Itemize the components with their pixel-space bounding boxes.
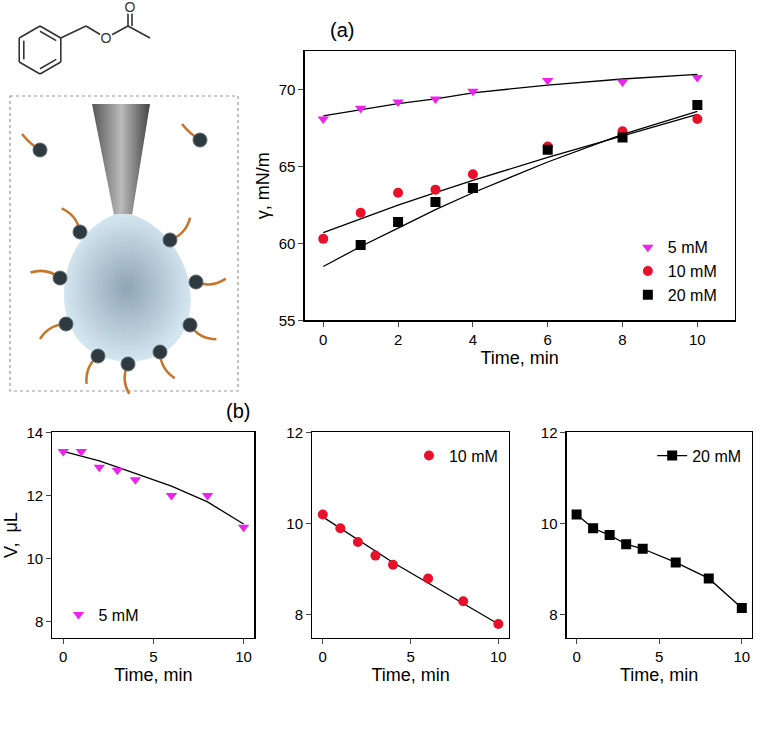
svg-text:0: 0 [572, 648, 580, 665]
svg-text:8: 8 [295, 606, 303, 623]
svg-text:10: 10 [235, 648, 252, 665]
svg-text:γ, mN/m: γ, mN/m [253, 152, 273, 219]
svg-text:10 mM: 10 mM [449, 448, 498, 465]
svg-text:60: 60 [279, 235, 296, 252]
svg-text:(b): (b) [226, 400, 250, 422]
svg-text:20 mM: 20 mM [668, 287, 717, 304]
svg-text:10 mM: 10 mM [668, 263, 717, 280]
svg-text:5 mM: 5 mM [668, 239, 708, 256]
svg-text:10: 10 [286, 515, 303, 532]
svg-text:10: 10 [733, 648, 750, 665]
svg-text:5: 5 [406, 648, 414, 665]
svg-text:12: 12 [27, 487, 44, 504]
svg-text:Time, min: Time, min [114, 665, 192, 685]
svg-text:0: 0 [319, 331, 327, 348]
svg-text:0: 0 [319, 648, 327, 665]
svg-text:4: 4 [469, 331, 477, 348]
svg-text:V, μL: V, μL [1, 512, 21, 558]
svg-text:10: 10 [490, 648, 507, 665]
svg-text:70: 70 [279, 81, 296, 98]
svg-text:Time, min: Time, min [480, 348, 558, 368]
svg-text:12: 12 [286, 424, 303, 441]
svg-text:65: 65 [279, 158, 296, 175]
svg-text:5: 5 [655, 648, 663, 665]
svg-text:10: 10 [541, 515, 558, 532]
svg-text:12: 12 [541, 424, 558, 441]
svg-text:6: 6 [544, 331, 552, 348]
svg-text:(a): (a) [330, 19, 354, 41]
svg-text:O: O [101, 30, 112, 46]
svg-text:14: 14 [27, 424, 44, 441]
svg-text:O: O [125, 0, 136, 15]
svg-text:5: 5 [149, 648, 157, 665]
svg-text:10: 10 [689, 331, 706, 348]
svg-text:2: 2 [394, 331, 402, 348]
svg-text:0: 0 [59, 648, 67, 665]
svg-text:5 mM: 5 mM [98, 607, 138, 624]
svg-text:55: 55 [279, 312, 296, 329]
svg-text:8: 8 [549, 606, 557, 623]
svg-text:8: 8 [618, 331, 626, 348]
svg-text:Time, min: Time, min [620, 665, 698, 685]
svg-text:20 mM: 20 mM [692, 448, 741, 465]
svg-text:Time, min: Time, min [371, 665, 449, 685]
svg-text:10: 10 [27, 550, 44, 567]
svg-text:8: 8 [35, 613, 43, 630]
